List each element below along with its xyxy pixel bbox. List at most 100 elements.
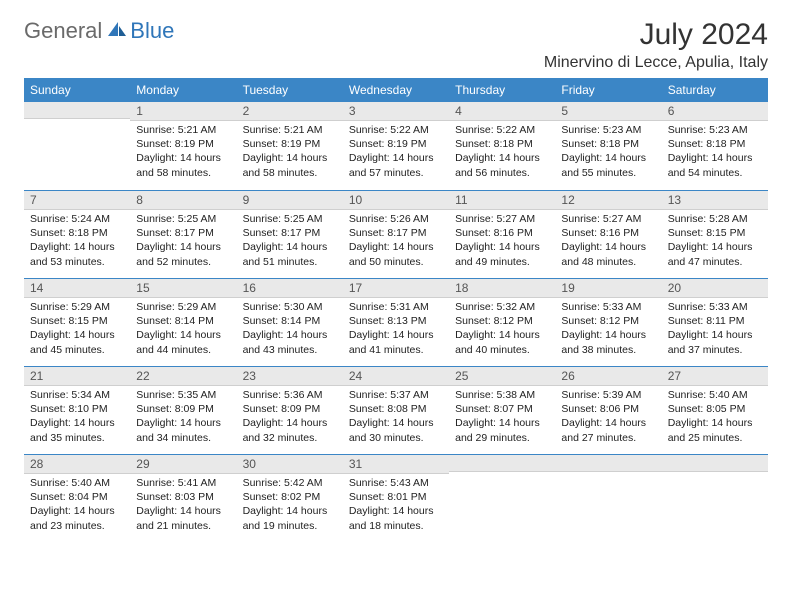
day-number: 9 bbox=[237, 191, 343, 209]
sunrise-text: Sunrise: 5:26 AM bbox=[349, 212, 443, 226]
brand-logo: General Blue bbox=[24, 18, 174, 44]
brand-sail-icon bbox=[106, 20, 128, 43]
day-number: 15 bbox=[130, 279, 236, 297]
day-details: Sunrise: 5:27 AMSunset: 8:16 PMDaylight:… bbox=[449, 210, 555, 273]
calendar-cell: 14Sunrise: 5:29 AMSunset: 8:15 PMDayligh… bbox=[24, 278, 130, 366]
day-number: 17 bbox=[343, 279, 449, 297]
day-number: 19 bbox=[555, 279, 661, 297]
daylight-text: Daylight: 14 hours and 40 minutes. bbox=[455, 328, 549, 356]
daylight-text: Daylight: 14 hours and 34 minutes. bbox=[136, 416, 230, 444]
calendar-cell: 30Sunrise: 5:42 AMSunset: 8:02 PMDayligh… bbox=[237, 454, 343, 542]
day-number-bar: 22 bbox=[130, 366, 236, 386]
daylight-text: Daylight: 14 hours and 19 minutes. bbox=[243, 504, 337, 532]
day-details: Sunrise: 5:33 AMSunset: 8:12 PMDaylight:… bbox=[555, 298, 661, 361]
day-number bbox=[662, 455, 768, 471]
calendar-cell: 15Sunrise: 5:29 AMSunset: 8:14 PMDayligh… bbox=[130, 278, 236, 366]
day-number: 6 bbox=[662, 102, 768, 120]
day-details bbox=[24, 119, 130, 125]
day-details: Sunrise: 5:29 AMSunset: 8:15 PMDaylight:… bbox=[24, 298, 130, 361]
daylight-text: Daylight: 14 hours and 52 minutes. bbox=[136, 240, 230, 268]
calendar-cell bbox=[662, 454, 768, 542]
day-number: 11 bbox=[449, 191, 555, 209]
daylight-text: Daylight: 14 hours and 43 minutes. bbox=[243, 328, 337, 356]
sunset-text: Sunset: 8:17 PM bbox=[349, 226, 443, 240]
day-number-bar: 27 bbox=[662, 366, 768, 386]
sunset-text: Sunset: 8:13 PM bbox=[349, 314, 443, 328]
sunset-text: Sunset: 8:02 PM bbox=[243, 490, 337, 504]
sunrise-text: Sunrise: 5:40 AM bbox=[30, 476, 124, 490]
day-details: Sunrise: 5:28 AMSunset: 8:15 PMDaylight:… bbox=[662, 210, 768, 273]
day-number-bar: 21 bbox=[24, 366, 130, 386]
day-number-bar: 24 bbox=[343, 366, 449, 386]
calendar-header-row: Sunday Monday Tuesday Wednesday Thursday… bbox=[24, 78, 768, 102]
day-number-bar: 1 bbox=[130, 102, 236, 121]
day-details: Sunrise: 5:30 AMSunset: 8:14 PMDaylight:… bbox=[237, 298, 343, 361]
sunrise-text: Sunrise: 5:37 AM bbox=[349, 388, 443, 402]
calendar-cell: 16Sunrise: 5:30 AMSunset: 8:14 PMDayligh… bbox=[237, 278, 343, 366]
day-number-bar bbox=[24, 102, 130, 119]
day-number-bar: 29 bbox=[130, 454, 236, 474]
sunrise-text: Sunrise: 5:21 AM bbox=[136, 123, 230, 137]
calendar-week-row: 14Sunrise: 5:29 AMSunset: 8:15 PMDayligh… bbox=[24, 278, 768, 366]
calendar-cell: 13Sunrise: 5:28 AMSunset: 8:15 PMDayligh… bbox=[662, 190, 768, 278]
sunrise-text: Sunrise: 5:22 AM bbox=[455, 123, 549, 137]
day-header: Monday bbox=[130, 78, 236, 102]
day-number bbox=[555, 455, 661, 471]
day-number: 18 bbox=[449, 279, 555, 297]
calendar-cell: 3Sunrise: 5:22 AMSunset: 8:19 PMDaylight… bbox=[343, 102, 449, 190]
sunset-text: Sunset: 8:16 PM bbox=[455, 226, 549, 240]
day-number: 27 bbox=[662, 367, 768, 385]
day-details: Sunrise: 5:23 AMSunset: 8:18 PMDaylight:… bbox=[662, 121, 768, 184]
day-details: Sunrise: 5:34 AMSunset: 8:10 PMDaylight:… bbox=[24, 386, 130, 449]
day-details: Sunrise: 5:40 AMSunset: 8:04 PMDaylight:… bbox=[24, 474, 130, 537]
sunrise-text: Sunrise: 5:39 AM bbox=[561, 388, 655, 402]
sunset-text: Sunset: 8:19 PM bbox=[136, 137, 230, 151]
calendar-table: Sunday Monday Tuesday Wednesday Thursday… bbox=[24, 78, 768, 542]
calendar-cell bbox=[555, 454, 661, 542]
sunset-text: Sunset: 8:10 PM bbox=[30, 402, 124, 416]
daylight-text: Daylight: 14 hours and 44 minutes. bbox=[136, 328, 230, 356]
sunset-text: Sunset: 8:04 PM bbox=[30, 490, 124, 504]
sunset-text: Sunset: 8:15 PM bbox=[668, 226, 762, 240]
sunset-text: Sunset: 8:18 PM bbox=[30, 226, 124, 240]
calendar-week-row: 28Sunrise: 5:40 AMSunset: 8:04 PMDayligh… bbox=[24, 454, 768, 542]
day-details: Sunrise: 5:40 AMSunset: 8:05 PMDaylight:… bbox=[662, 386, 768, 449]
daylight-text: Daylight: 14 hours and 48 minutes. bbox=[561, 240, 655, 268]
daylight-text: Daylight: 14 hours and 50 minutes. bbox=[349, 240, 443, 268]
day-number: 20 bbox=[662, 279, 768, 297]
day-details: Sunrise: 5:35 AMSunset: 8:09 PMDaylight:… bbox=[130, 386, 236, 449]
day-header: Sunday bbox=[24, 78, 130, 102]
daylight-text: Daylight: 14 hours and 58 minutes. bbox=[243, 151, 337, 179]
calendar-cell: 22Sunrise: 5:35 AMSunset: 8:09 PMDayligh… bbox=[130, 366, 236, 454]
day-number: 22 bbox=[130, 367, 236, 385]
calendar-cell: 27Sunrise: 5:40 AMSunset: 8:05 PMDayligh… bbox=[662, 366, 768, 454]
sunrise-text: Sunrise: 5:43 AM bbox=[349, 476, 443, 490]
day-details: Sunrise: 5:21 AMSunset: 8:19 PMDaylight:… bbox=[130, 121, 236, 184]
daylight-text: Daylight: 14 hours and 25 minutes. bbox=[668, 416, 762, 444]
sunrise-text: Sunrise: 5:27 AM bbox=[455, 212, 549, 226]
sunset-text: Sunset: 8:18 PM bbox=[668, 137, 762, 151]
calendar-page: General Blue July 2024 Minervino di Lecc… bbox=[0, 0, 792, 560]
month-title: July 2024 bbox=[544, 18, 768, 52]
day-header: Wednesday bbox=[343, 78, 449, 102]
day-number: 31 bbox=[343, 455, 449, 473]
day-details: Sunrise: 5:23 AMSunset: 8:18 PMDaylight:… bbox=[555, 121, 661, 184]
day-number-bar: 26 bbox=[555, 366, 661, 386]
day-number: 21 bbox=[24, 367, 130, 385]
daylight-text: Daylight: 14 hours and 55 minutes. bbox=[561, 151, 655, 179]
day-number: 26 bbox=[555, 367, 661, 385]
day-number: 28 bbox=[24, 455, 130, 473]
day-number-bar: 11 bbox=[449, 190, 555, 210]
daylight-text: Daylight: 14 hours and 58 minutes. bbox=[136, 151, 230, 179]
calendar-week-row: 1Sunrise: 5:21 AMSunset: 8:19 PMDaylight… bbox=[24, 102, 768, 190]
sunrise-text: Sunrise: 5:32 AM bbox=[455, 300, 549, 314]
sunrise-text: Sunrise: 5:31 AM bbox=[349, 300, 443, 314]
daylight-text: Daylight: 14 hours and 37 minutes. bbox=[668, 328, 762, 356]
sunrise-text: Sunrise: 5:42 AM bbox=[243, 476, 337, 490]
day-number: 24 bbox=[343, 367, 449, 385]
calendar-cell: 26Sunrise: 5:39 AMSunset: 8:06 PMDayligh… bbox=[555, 366, 661, 454]
day-details: Sunrise: 5:43 AMSunset: 8:01 PMDaylight:… bbox=[343, 474, 449, 537]
day-details: Sunrise: 5:41 AMSunset: 8:03 PMDaylight:… bbox=[130, 474, 236, 537]
day-number-bar: 25 bbox=[449, 366, 555, 386]
sunrise-text: Sunrise: 5:40 AM bbox=[668, 388, 762, 402]
